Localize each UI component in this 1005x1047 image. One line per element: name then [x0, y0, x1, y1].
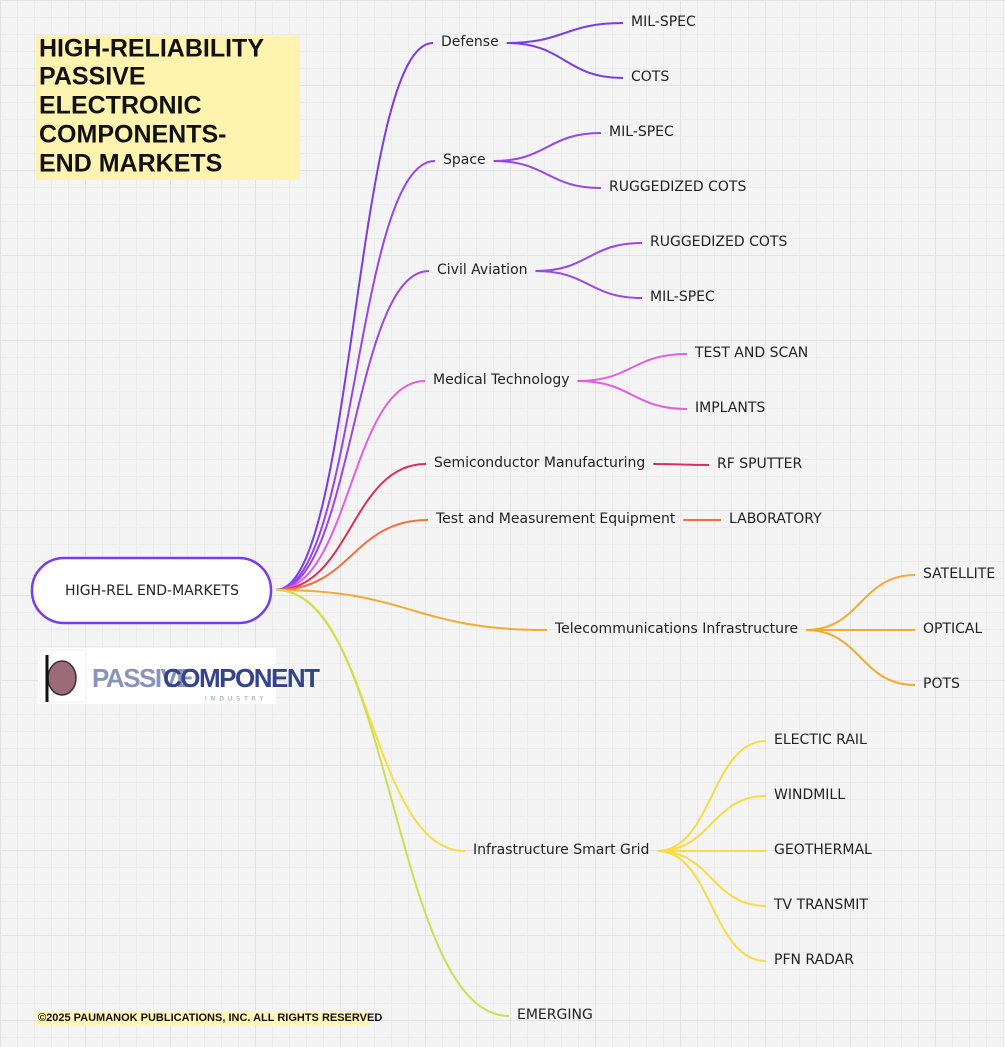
title-line: HIGH-RELIABILITY [39, 35, 264, 63]
title-line: ELECTRONIC [39, 92, 202, 120]
branch-label: Test and Measurement Equipment [435, 511, 676, 527]
branch-label: Civil Aviation [437, 262, 528, 278]
leaf-label: PFN RADAR [774, 952, 854, 968]
connector [806, 574, 916, 631]
connector [653, 463, 710, 466]
leaf-label: MIL-SPEC [631, 14, 696, 30]
connector [275, 589, 548, 631]
title-line: END MARKETS [39, 150, 222, 178]
leaf-label: WINDMILL [774, 787, 845, 803]
branch-label: Defense [441, 34, 499, 50]
leaf-label: ELECTIC RAIL [774, 732, 867, 748]
leaf-label: MIL-SPEC [650, 289, 715, 305]
branch-label: Infrastructure Smart Grid [473, 842, 649, 858]
branch-label: Space [443, 152, 486, 168]
leaf-label: TV TRANSMIT [773, 897, 868, 913]
title-line: COMPONENTS- [39, 121, 227, 149]
title: HIGH-RELIABILITYPASSIVEELECTRONICCOMPONE… [39, 35, 264, 178]
title-box [36, 35, 300, 180]
connector [577, 380, 688, 410]
leaf-label: POTS [923, 676, 960, 692]
leaf-label: OPTICAL [923, 621, 982, 637]
leaf-label: TEST AND SCAN [694, 345, 808, 361]
connector [506, 42, 624, 79]
leaf-label: IMPLANTS [695, 400, 765, 416]
footer-highlight [36, 1011, 370, 1025]
connector [806, 629, 916, 686]
leaf-label: RF SPUTTER [717, 456, 803, 472]
branch-label: Medical Technology [433, 372, 570, 388]
leaf-label: RUGGEDIZED COTS [650, 234, 787, 250]
connector [493, 160, 602, 189]
connector [275, 463, 427, 591]
footer: ©2025 PAUMANOK PUBLICATIONS, INC. ALL RI… [38, 1012, 382, 1024]
connector [506, 22, 624, 44]
connector [275, 42, 434, 591]
logo-word: PASSIVE [92, 663, 193, 693]
connector [535, 270, 643, 299]
leaf-label: MIL-SPEC [609, 124, 674, 140]
leaf-label: COTS [631, 69, 669, 85]
connector [657, 795, 767, 852]
connector [275, 589, 466, 852]
logo-word: COMPONENT [163, 663, 320, 693]
connector [275, 270, 430, 591]
branch-label: Semiconductor Manufacturing [434, 455, 645, 471]
connector [275, 380, 426, 591]
logo: PASSIVE COMPONENT INDUSTRY [38, 648, 322, 704]
logo-icon [47, 660, 77, 696]
title-line: PASSIVE [39, 63, 146, 91]
connector [657, 850, 767, 962]
logo-subtitle: INDUSTRY [205, 696, 267, 703]
connector [657, 740, 767, 852]
branch-label: Telecommunications Infrastructure [554, 621, 798, 637]
root-label: HIGH-REL END-MARKETS [65, 583, 239, 599]
root-node [30, 556, 273, 625]
connector [535, 242, 643, 272]
connector [577, 353, 688, 382]
connector [493, 132, 602, 162]
leaf-label: SATELLITE [923, 566, 995, 582]
connector [657, 850, 767, 907]
connector [275, 519, 429, 591]
leaf-label: LABORATORY [729, 511, 822, 527]
connector [275, 160, 436, 591]
branch-label: EMERGING [517, 1007, 593, 1023]
connector [275, 589, 510, 1017]
leaf-label: RUGGEDIZED COTS [609, 179, 746, 195]
leaf-label: GEOTHERMAL [774, 842, 872, 858]
